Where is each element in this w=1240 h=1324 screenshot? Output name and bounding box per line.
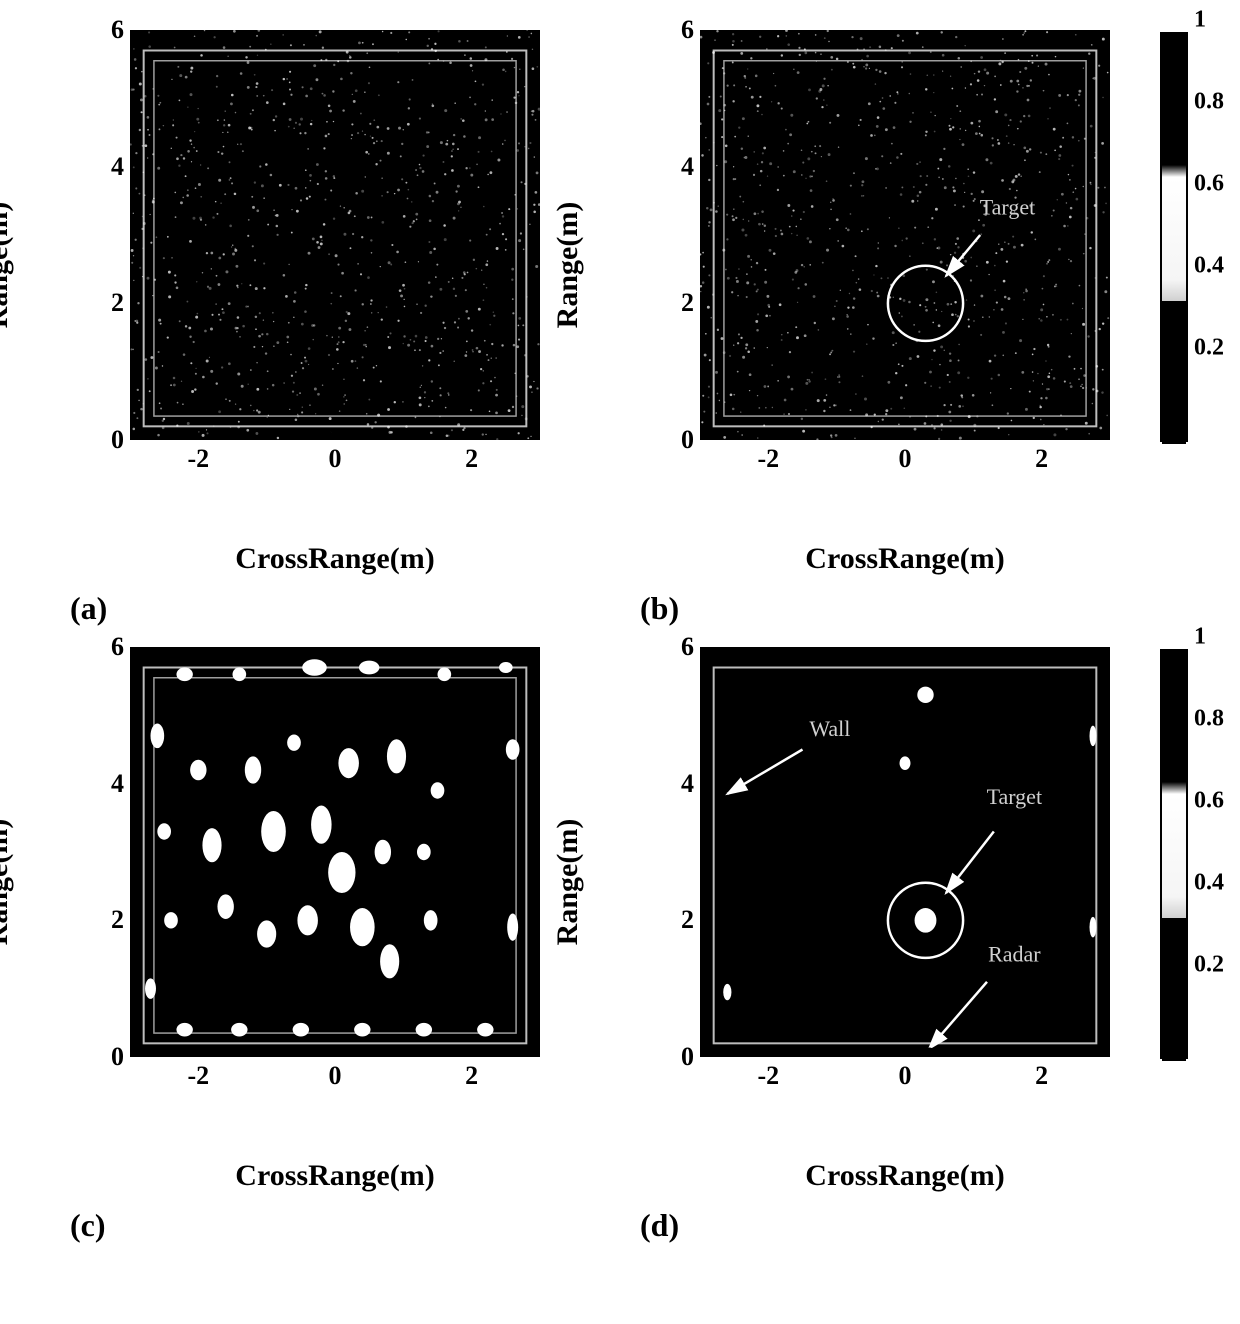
plot-area xyxy=(130,30,540,440)
ytick: 0 xyxy=(681,425,694,455)
ylabel: Range(m) xyxy=(0,819,15,946)
panel-b: Range(m)CrossRange(m)0246-202Target (b) xyxy=(590,20,1160,637)
xtick: 0 xyxy=(329,1061,342,1091)
panel-a-caption: (a) xyxy=(70,590,540,627)
colorbar-tick: 0.8 xyxy=(1194,89,1224,116)
xtick: -2 xyxy=(757,444,779,474)
xtick: 0 xyxy=(899,1061,912,1091)
figure-grid: Range(m) CrossRange(m) 0 2 4 6 -2 0 2 (a) Range(… xyxy=(20,20,1220,1254)
colorbar-top: 0.20.40.60.81 xyxy=(1160,20,1220,637)
xlabel: CrossRange(m) xyxy=(805,542,1004,576)
colorbar-bottom: 0.20.40.60.81 xyxy=(1160,637,1220,1254)
colorbar-tick: 1 xyxy=(1194,624,1206,651)
plot-area xyxy=(700,30,1110,440)
colorbar-tick: 0.6 xyxy=(1194,171,1224,198)
colorbar-tick: 0.2 xyxy=(1194,335,1224,362)
xtick: 0 xyxy=(899,444,912,474)
xtick: -2 xyxy=(187,1061,209,1091)
panel-c: Range(m)CrossRange(m)0246-202 (c) xyxy=(20,637,590,1254)
colorbar-tick: 0.4 xyxy=(1194,253,1224,280)
xtick: 2 xyxy=(1035,444,1048,474)
xtick: 2 xyxy=(1035,1061,1048,1091)
ytick: 4 xyxy=(111,769,124,799)
ytick: 6 xyxy=(681,15,694,45)
ytick: 6 xyxy=(681,632,694,662)
panel-d-caption: (d) xyxy=(640,1207,1110,1244)
xtick: 2 xyxy=(465,1061,478,1091)
colorbar-tick: 0.8 xyxy=(1194,706,1224,733)
ylabel: Range(m) xyxy=(551,202,585,329)
ytick: 0 xyxy=(681,1042,694,1072)
ytick: 0 xyxy=(111,425,124,455)
ytick: 4 xyxy=(681,769,694,799)
ytick: 2 xyxy=(681,905,694,935)
xtick: -2 xyxy=(187,444,209,474)
ytick: 6 xyxy=(111,15,124,45)
ylabel: Range(m) xyxy=(551,819,585,946)
xtick: 2 xyxy=(465,444,478,474)
panel-a: Range(m)CrossRange(m)0246-202 (a) xyxy=(20,20,590,637)
ytick: 2 xyxy=(111,288,124,318)
colorbar-tick: 0.6 xyxy=(1194,788,1224,815)
ytick: 0 xyxy=(111,1042,124,1072)
colorbar-tick: 0.2 xyxy=(1194,952,1224,979)
ytick: 4 xyxy=(111,152,124,182)
panel-d: Range(m)CrossRange(m)0246-202WallTargetR… xyxy=(590,637,1160,1254)
plot-area xyxy=(130,647,540,1057)
ylabel: Range(m) xyxy=(0,202,15,329)
ytick: 6 xyxy=(111,632,124,662)
ytick: 4 xyxy=(681,152,694,182)
xtick: 0 xyxy=(329,444,342,474)
xlabel: CrossRange(m) xyxy=(805,1159,1004,1193)
xtick: -2 xyxy=(757,1061,779,1091)
colorbar-tick: 1 xyxy=(1194,7,1206,34)
panel-c-caption: (c) xyxy=(70,1207,540,1244)
colorbar-tick: 0.4 xyxy=(1194,870,1224,897)
xlabel: CrossRange(m) xyxy=(235,1159,434,1193)
xlabel: CrossRange(m) xyxy=(235,542,434,576)
panel-b-caption: (b) xyxy=(640,590,1110,627)
plot-area xyxy=(700,647,1110,1057)
ytick: 2 xyxy=(111,905,124,935)
ytick: 2 xyxy=(681,288,694,318)
